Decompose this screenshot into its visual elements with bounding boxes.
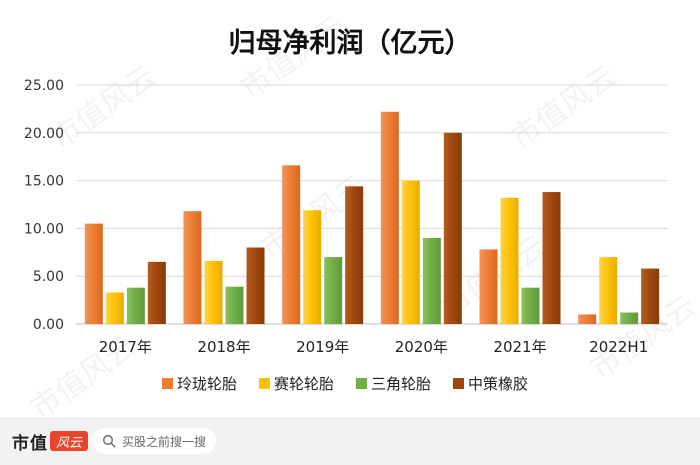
legend-label: 玲珑轮胎 bbox=[177, 375, 237, 393]
search-icon bbox=[102, 434, 116, 448]
bar-三角轮胎-2017年 bbox=[126, 287, 145, 324]
legend-swatch bbox=[162, 378, 173, 389]
x-axis-ticks: 2017年 2018年 2019年 2020年 2021年 2022H1 bbox=[99, 338, 648, 356]
bar-赛轮轮胎-2020年 bbox=[401, 180, 420, 324]
bar-三角轮胎-2020年 bbox=[422, 237, 441, 324]
bar-中策橡胶-2018年 bbox=[246, 247, 265, 324]
x-tick-label: 2021年 bbox=[493, 338, 546, 356]
x-tick-label: 2017年 bbox=[99, 338, 152, 356]
bar-赛轮轮胎-2022H1 bbox=[599, 257, 618, 324]
bars bbox=[84, 111, 660, 324]
y-tick-label: 25.00 bbox=[24, 78, 64, 94]
x-tick-label: 2020年 bbox=[395, 338, 448, 356]
y-tick-label: 15.00 bbox=[24, 174, 64, 190]
legend-label: 三角轮胎 bbox=[371, 375, 431, 393]
bar-玲珑轮胎-2022H1 bbox=[578, 314, 597, 324]
brand-mark-text: 风云 bbox=[55, 435, 82, 451]
legend: 玲珑轮胎 赛轮轮胎 三角轮胎 中策橡胶 bbox=[162, 375, 528, 393]
bar-chart: 市值风云市值风云市值风云市值风云市值风云市值风云市值风云 归母净利润（亿元） 0… bbox=[24, 9, 700, 418]
x-tick-label: 2022H1 bbox=[589, 338, 648, 356]
x-tick-label: 2018年 bbox=[197, 338, 250, 356]
legend-label: 中策橡胶 bbox=[468, 375, 528, 393]
chart-title: 归母净利润（亿元） bbox=[229, 27, 472, 59]
bar-赛轮轮胎-2017年 bbox=[105, 292, 124, 324]
bar-赛轮轮胎-2018年 bbox=[204, 260, 223, 324]
legend-swatch bbox=[356, 378, 367, 389]
bar-中策橡胶-2017年 bbox=[147, 261, 166, 324]
bar-玲珑轮胎-2018年 bbox=[183, 211, 202, 324]
watermark-text: 市值风云 bbox=[45, 59, 163, 156]
bar-中策橡胶-2020年 bbox=[443, 132, 462, 324]
y-axis-ticks: 0.00 5.00 10.00 15.00 20.00 25.00 bbox=[24, 78, 64, 333]
legend-swatch bbox=[259, 378, 270, 389]
bar-玲珑轮胎-2021年 bbox=[479, 249, 498, 324]
bar-中策橡胶-2022H1 bbox=[641, 268, 660, 324]
bar-三角轮胎-2019年 bbox=[324, 257, 343, 324]
watermark-text: 市值风云 bbox=[505, 59, 623, 156]
brand-mark: 风云 bbox=[50, 431, 88, 451]
search-input[interactable]: 买股之前搜一搜 bbox=[92, 428, 216, 454]
bar-三角轮胎-2021年 bbox=[521, 287, 540, 324]
legend-swatch bbox=[453, 378, 464, 389]
gridlines bbox=[76, 84, 668, 325]
bar-三角轮胎-2018年 bbox=[225, 286, 244, 324]
y-tick-label: 0.00 bbox=[33, 317, 64, 333]
chart-card: 市值风云市值风云市值风云市值风云市值风云市值风云市值风云 归母净利润（亿元） 0… bbox=[0, 0, 700, 418]
brand-name: 市值 bbox=[12, 433, 48, 454]
legend-label: 赛轮轮胎 bbox=[274, 375, 334, 393]
bar-三角轮胎-2022H1 bbox=[620, 312, 639, 324]
bar-中策橡胶-2021年 bbox=[542, 192, 561, 324]
x-tick-label: 2019年 bbox=[296, 338, 349, 356]
y-tick-label: 20.00 bbox=[24, 126, 64, 142]
bar-赛轮轮胎-2021年 bbox=[500, 197, 519, 324]
y-tick-label: 10.00 bbox=[24, 221, 64, 237]
y-tick-label: 5.00 bbox=[33, 269, 64, 285]
search-placeholder: 买股之前搜一搜 bbox=[122, 434, 207, 449]
bar-中策橡胶-2019年 bbox=[345, 186, 364, 324]
bar-赛轮轮胎-2019年 bbox=[303, 210, 322, 324]
bar-玲珑轮胎-2020年 bbox=[380, 111, 399, 324]
brand-logo[interactable]: 市值 风云 bbox=[12, 429, 88, 454]
footer-bar: 市值 风云 买股之前搜一搜 bbox=[0, 418, 700, 465]
bar-玲珑轮胎-2017年 bbox=[84, 223, 103, 324]
bar-玲珑轮胎-2019年 bbox=[282, 165, 301, 324]
